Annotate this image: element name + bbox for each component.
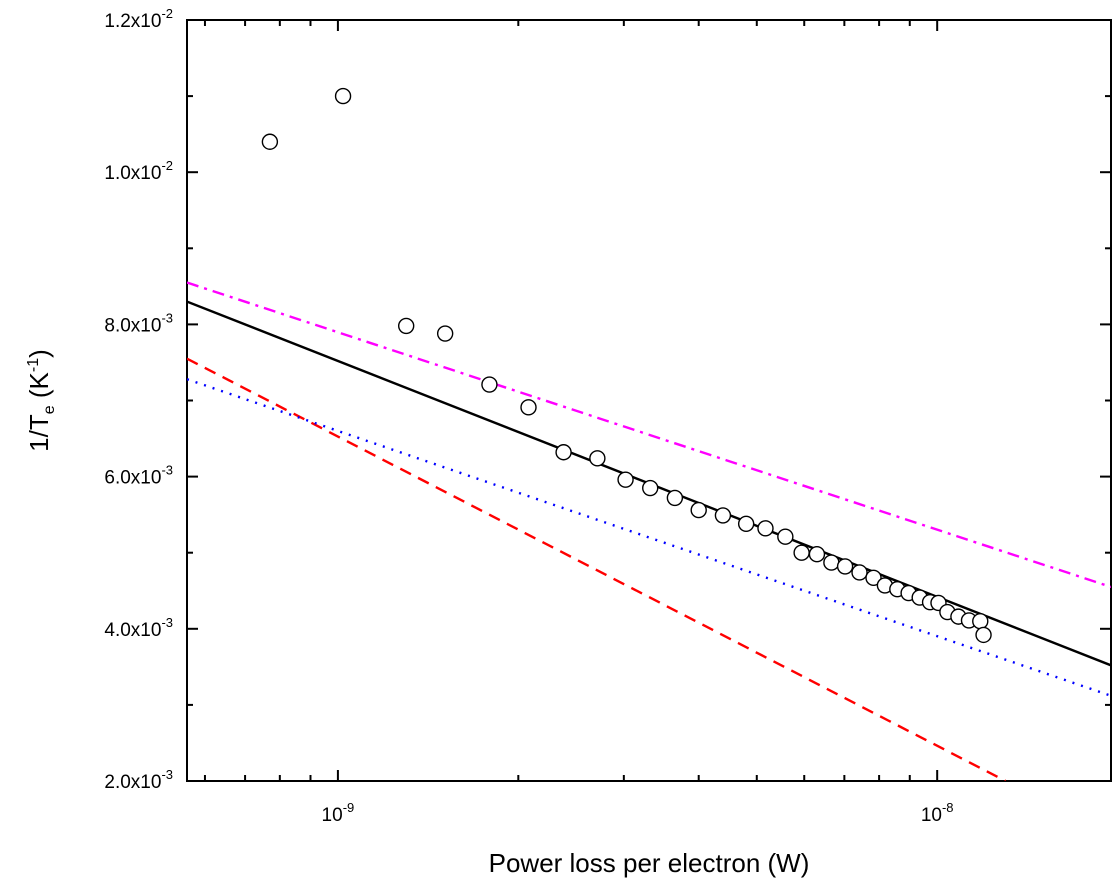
data-point <box>436 325 454 342</box>
data-point <box>972 612 989 630</box>
x-tick-label: 10-8 <box>921 800 954 826</box>
fit-line-dotted <box>187 378 1111 697</box>
data-point <box>666 489 684 507</box>
plot-series <box>187 87 1111 781</box>
y-tick-mantissa: 2.0x10 <box>104 772 161 793</box>
data-point <box>520 399 537 416</box>
y-tick-mantissa: 8.0x10 <box>104 315 161 336</box>
y-axis-label-unit-close: ) <box>24 349 54 358</box>
y-tick-exponent: -3 <box>161 310 173 325</box>
x-axis-label: Power loss per electron (W) <box>489 848 810 878</box>
axis-ticks <box>187 19 1111 782</box>
y-tick-exponent: -3 <box>161 463 173 478</box>
y-tick-label: 8.0x10-3 <box>104 310 173 336</box>
x-tick-base: 10 <box>322 805 343 826</box>
y-tick-mantissa: 6.0x10 <box>104 468 161 489</box>
y-tick-exponent: -2 <box>161 158 173 173</box>
y-tick-mantissa: 4.0x10 <box>104 620 161 641</box>
data-point <box>334 87 352 105</box>
data-point <box>397 317 415 335</box>
y-tick-label: 6.0x10-3 <box>104 463 173 489</box>
data-point <box>617 471 634 488</box>
data-point <box>975 626 992 644</box>
y-axis-label-sub: e <box>41 405 58 414</box>
x-tick-base: 10 <box>921 805 942 826</box>
data-point <box>823 554 840 571</box>
data-point <box>714 507 732 524</box>
y-axis-label-unit-sup: -1 <box>25 358 42 372</box>
data-point <box>481 376 498 393</box>
y-tick-exponent: -2 <box>161 6 173 21</box>
data-point <box>851 564 868 581</box>
data-point <box>793 544 810 561</box>
x-tick-exponent: -8 <box>942 800 954 815</box>
data-point <box>642 479 659 497</box>
data-point <box>589 450 606 467</box>
data-point <box>865 569 882 587</box>
data-point <box>777 528 794 545</box>
y-tick-exponent: -3 <box>161 767 173 782</box>
y-tick-label: 1.2x10-2 <box>104 6 173 32</box>
y-tick-mantissa: 1.0x10 <box>104 163 161 184</box>
fit-line-dashdot <box>187 281 1111 589</box>
data-point <box>757 520 774 537</box>
data-point <box>808 546 826 563</box>
data-point <box>555 444 572 461</box>
axis-tick-labels: 2.0x10-34.0x10-36.0x10-38.0x10-31.0x10-2… <box>104 6 953 826</box>
fit-line-dashed <box>187 357 1007 781</box>
y-axis-label-main: 1/T <box>24 414 54 452</box>
data-point <box>261 133 279 150</box>
x-tick-exponent: -9 <box>343 800 355 815</box>
y-tick-label: 1.0x10-2 <box>104 158 173 184</box>
data-point <box>690 501 707 519</box>
x-tick-label: 10-9 <box>322 800 355 826</box>
plot-frame <box>186 19 1112 782</box>
y-tick-mantissa: 1.2x10 <box>104 11 161 32</box>
y-tick-exponent: -3 <box>161 615 173 630</box>
y-tick-label: 4.0x10-3 <box>104 615 173 641</box>
y-axis-label-unit-open: (K <box>24 371 54 405</box>
y-tick-label: 2.0x10-3 <box>104 767 173 793</box>
y-axis-label: 1/Te (K-1) <box>24 349 58 452</box>
data-point <box>836 558 854 575</box>
data-point <box>737 515 755 532</box>
